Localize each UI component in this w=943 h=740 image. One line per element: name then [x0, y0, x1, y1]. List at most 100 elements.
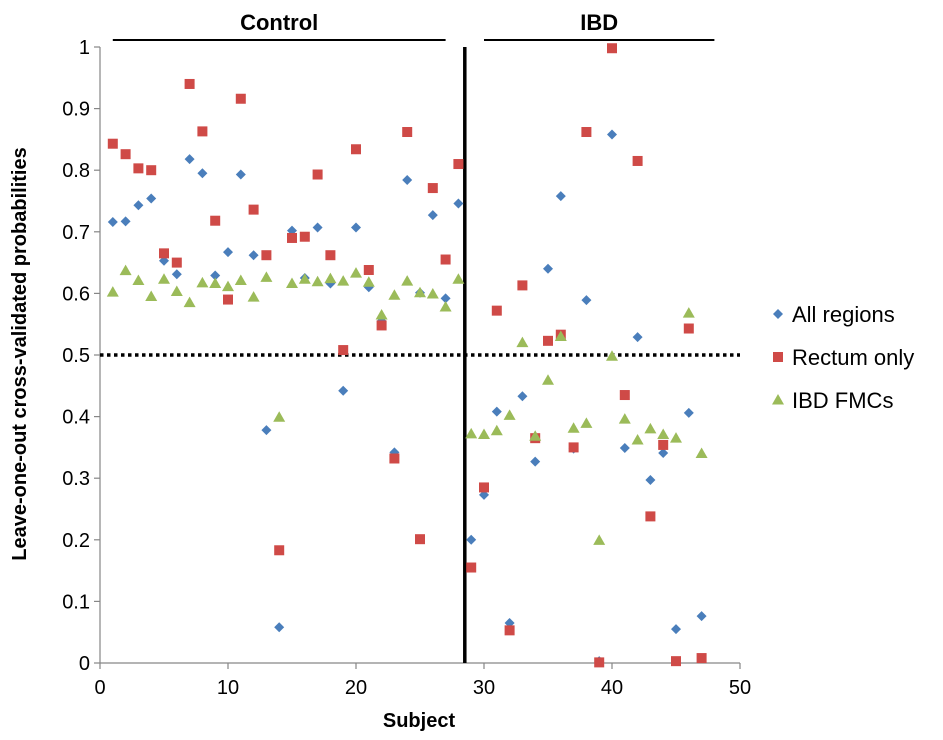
point-all-regions [351, 222, 361, 233]
y-tick-label: 0.1 [62, 591, 90, 613]
point-ibd-fmcs [350, 267, 362, 278]
legend-marker-rectum-only [773, 352, 783, 362]
x-tick-label: 50 [729, 677, 751, 699]
point-ibd-fmcs [516, 336, 529, 348]
point-ibd-fmcs [388, 289, 401, 300]
point-ibd-fmcs [247, 291, 260, 302]
point-ibd-fmcs [298, 273, 311, 284]
point-all-regions [402, 175, 413, 186]
point-ibd-fmcs [145, 290, 158, 301]
point-all-regions [235, 169, 246, 180]
y-tick-label: 0.5 [62, 345, 90, 367]
point-rectum-only [504, 625, 515, 636]
point-ibd-fmcs [260, 271, 273, 282]
y-tick-label: 0.6 [62, 283, 90, 305]
point-all-regions [645, 475, 656, 486]
y-tick-label: 1 [79, 37, 90, 59]
x-tick-label: 20 [345, 677, 367, 699]
y-tick-label: 0.9 [62, 99, 90, 121]
point-rectum-only [197, 126, 208, 137]
point-rectum-only [415, 534, 425, 545]
x-axis-title: Subject [383, 710, 456, 732]
point-rectum-only [479, 482, 489, 493]
point-rectum-only [671, 656, 681, 667]
point-rectum-only [683, 323, 694, 334]
series-ibd-fmcs [106, 264, 708, 545]
point-ibd-fmcs [209, 277, 222, 289]
point-all-regions [619, 443, 630, 454]
point-all-regions [171, 269, 182, 280]
point-rectum-only [248, 204, 259, 215]
point-ibd-fmcs [631, 434, 644, 445]
point-rectum-only [466, 562, 477, 573]
point-rectum-only [338, 345, 349, 356]
point-ibd-fmcs [452, 273, 465, 284]
point-ibd-fmcs [567, 422, 580, 433]
point-ibd-fmcs [119, 264, 132, 276]
point-all-regions [312, 222, 323, 233]
point-rectum-only [581, 127, 592, 138]
point-all-regions [133, 200, 144, 211]
point-all-regions [658, 447, 669, 458]
point-all-regions [530, 456, 541, 467]
point-rectum-only [568, 442, 579, 453]
point-all-regions [197, 168, 208, 179]
point-rectum-only [299, 231, 310, 242]
point-rectum-only [543, 335, 553, 346]
point-rectum-only [491, 305, 502, 316]
point-ibd-fmcs [439, 300, 452, 312]
point-ibd-fmcs [682, 307, 695, 318]
series-all-regions [107, 129, 707, 667]
point-ibd-fmcs [426, 288, 439, 299]
point-ibd-fmcs [593, 534, 606, 545]
group-labels: Control IBD [112, 10, 715, 41]
point-rectum-only [427, 183, 438, 194]
point-rectum-only [658, 439, 669, 450]
point-all-regions [120, 216, 131, 227]
y-tick-label: 0.2 [62, 530, 90, 552]
point-all-regions [696, 611, 707, 622]
point-rectum-only [261, 250, 272, 261]
point-rectum-only [107, 138, 118, 149]
y-tick-label: 0.7 [62, 222, 90, 244]
x-tick-label: 30 [473, 677, 495, 699]
point-all-regions [453, 198, 464, 209]
point-all-regions [607, 129, 617, 140]
data-points [106, 43, 708, 668]
reference-lines [100, 47, 740, 663]
point-ibd-fmcs [503, 409, 516, 420]
point-ibd-fmcs [324, 272, 337, 284]
point-all-regions [248, 250, 259, 261]
point-rectum-only [146, 165, 157, 176]
point-all-regions [632, 332, 643, 343]
point-rectum-only [133, 163, 144, 174]
point-rectum-only [517, 280, 528, 291]
x-tick-label: 10 [217, 677, 239, 699]
point-all-regions [671, 624, 681, 635]
point-ibd-fmcs [465, 427, 478, 439]
point-rectum-only [440, 254, 451, 265]
point-ibd-fmcs [554, 330, 567, 342]
point-rectum-only [171, 257, 182, 268]
point-rectum-only [351, 144, 361, 155]
y-tick-label: 0.3 [62, 468, 90, 490]
point-rectum-only [184, 78, 195, 89]
legend-label: IBD FMCs [792, 388, 893, 413]
point-ibd-fmcs [478, 428, 490, 439]
y-tick-label: 0.4 [62, 407, 90, 429]
point-ibd-fmcs [234, 274, 247, 285]
x-tick-labels: 0 10 20 30 40 50 [94, 677, 751, 699]
y-tick-label: 0 [79, 653, 90, 675]
point-ibd-fmcs [196, 276, 209, 288]
y-tick-label: 0.8 [62, 160, 90, 182]
point-all-regions [146, 193, 157, 204]
point-all-regions [184, 154, 195, 165]
point-all-regions [274, 622, 285, 633]
point-ibd-fmcs [362, 276, 375, 287]
group-label: IBD [580, 10, 618, 35]
point-rectum-only [594, 657, 605, 668]
point-ibd-fmcs [670, 432, 682, 443]
point-ibd-fmcs [273, 411, 286, 422]
point-rectum-only [274, 545, 285, 556]
point-ibd-fmcs [618, 413, 631, 424]
